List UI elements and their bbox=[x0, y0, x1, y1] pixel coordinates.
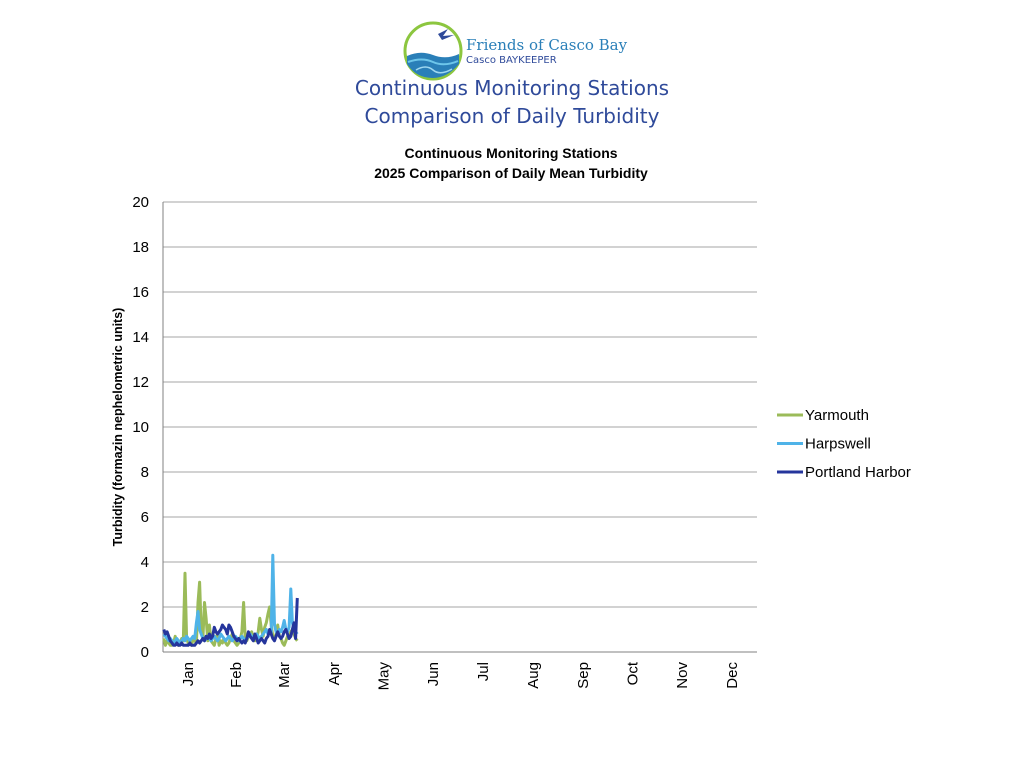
x-tick-label: Jun bbox=[425, 662, 442, 686]
y-tick-label: 14 bbox=[132, 329, 149, 346]
y-tick-label: 4 bbox=[141, 554, 149, 571]
x-tick-label: Aug bbox=[525, 662, 542, 689]
y-tick-label: 16 bbox=[132, 284, 149, 301]
y-tick-label: 2 bbox=[141, 599, 149, 616]
chart-title: Continuous Monitoring Stations bbox=[404, 145, 617, 161]
y-tick-label: 0 bbox=[141, 644, 149, 661]
x-tick-label: Sep bbox=[575, 662, 592, 689]
y-axis-label: Turbidity (formazin nephelometric units) bbox=[111, 308, 125, 547]
x-tick-label: Nov bbox=[674, 662, 691, 689]
gridlines bbox=[163, 201, 757, 608]
page-title-line1: Continuous Monitoring Stations bbox=[354, 76, 670, 100]
x-tick-label: Dec bbox=[724, 662, 741, 689]
x-tick-label: May bbox=[376, 662, 393, 691]
y-tick-label: 10 bbox=[132, 419, 149, 436]
page-title-line2: Comparison of Daily Turbidity bbox=[364, 104, 660, 128]
legend-label-harpswell: Harpswell bbox=[805, 436, 871, 453]
org-name: Friends of Casco Bay bbox=[466, 36, 628, 54]
org-subtitle: Casco BAYKEEPER bbox=[466, 55, 557, 66]
y-tick-label: 18 bbox=[132, 239, 149, 256]
chart-subtitle: 2025 Comparison of Daily Mean Turbidity bbox=[374, 165, 648, 181]
y-tick-label: 6 bbox=[141, 509, 149, 526]
x-tick-labels: Jan Feb Mar Apr May Jun Jul Aug Sep Oct Nov Dec bbox=[180, 661, 741, 690]
y-tick-label: 8 bbox=[141, 464, 149, 481]
data-series bbox=[162, 553, 299, 647]
x-tick-label: Feb bbox=[228, 662, 245, 688]
series-line-harpswell bbox=[162, 553, 299, 645]
page-heading: Continuous Monitoring Stations Compariso… bbox=[0, 74, 1024, 130]
series-line-portland-harbor bbox=[162, 597, 299, 647]
legend: Yarmouth Harpswell Portland Harbor bbox=[777, 407, 911, 481]
friends-of-casco-bay-logo: Friends of Casco Bay Casco BAYKEEPER bbox=[402, 20, 632, 82]
y-tick-labels: 0 2 4 6 8 10 12 14 16 18 20 bbox=[132, 194, 149, 661]
legend-label-portland-harbor: Portland Harbor bbox=[805, 464, 911, 481]
logo-graphic: Friends of Casco Bay Casco BAYKEEPER bbox=[403, 21, 628, 81]
legend-label-yarmouth: Yarmouth bbox=[805, 407, 869, 424]
x-tick-label: Mar bbox=[276, 662, 293, 688]
x-tick-label: Oct bbox=[625, 661, 642, 685]
y-tick-label: 20 bbox=[132, 194, 149, 211]
x-tick-label: Jan bbox=[180, 662, 197, 686]
x-tick-label: Apr bbox=[326, 662, 343, 685]
x-tick-label: Jul bbox=[475, 662, 492, 681]
y-tick-label: 12 bbox=[132, 374, 149, 391]
